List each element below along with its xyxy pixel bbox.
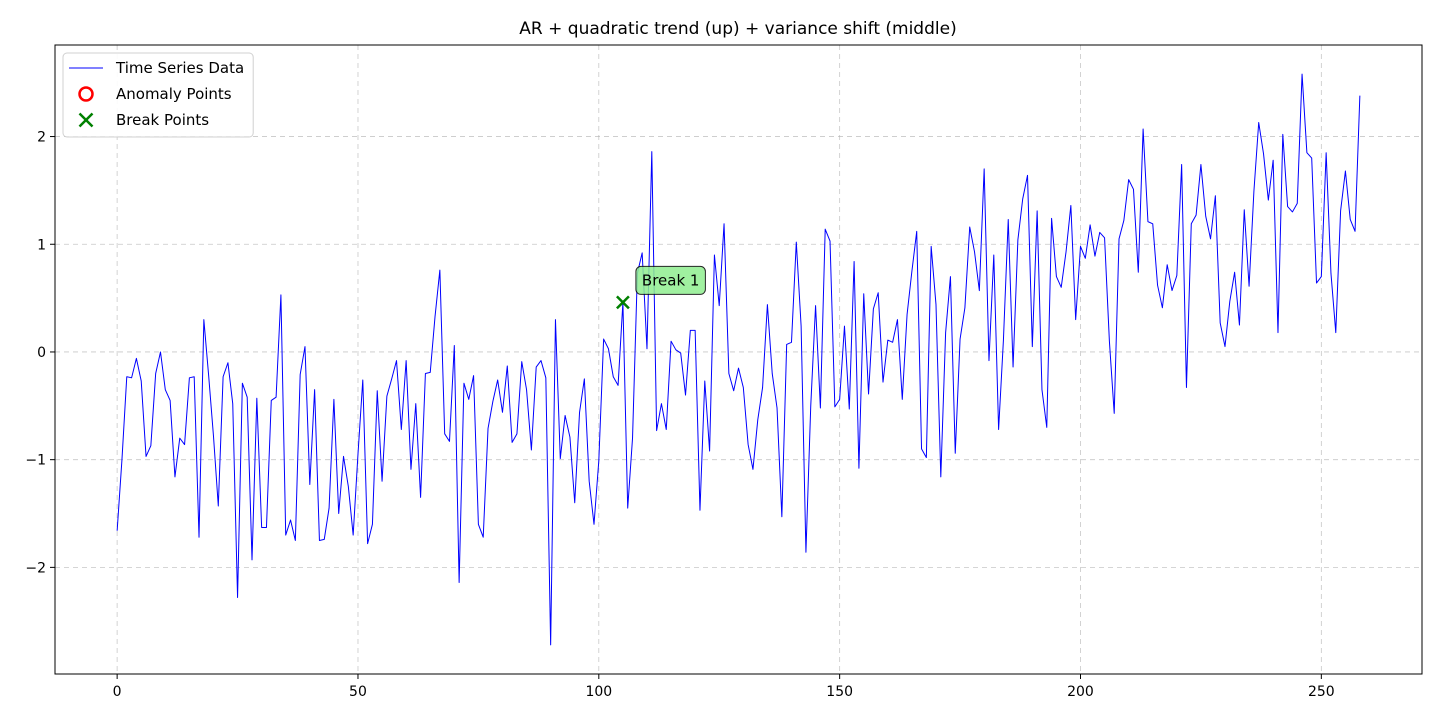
- break-point-marker-stroke: [616, 295, 630, 310]
- legend: Time Series Data Anomaly Points Break Poin…: [62, 52, 254, 138]
- x-tick-label: 250: [1308, 684, 1335, 700]
- series-layer: [116, 73, 1361, 646]
- break-annotation-label: Break 1: [642, 271, 700, 289]
- y-tick-label: 1: [37, 237, 46, 253]
- chart-title: AR + quadratic trend (up) + variance shi…: [519, 19, 956, 39]
- x-tick-label: 150: [826, 684, 853, 700]
- legend-label: Anomaly Points: [116, 85, 232, 103]
- y-tick-label: −1: [25, 453, 46, 469]
- y-tick-label: −2: [25, 560, 46, 576]
- annotation-layer: Break 1: [635, 265, 706, 295]
- y-tick-label: 0: [37, 345, 46, 361]
- legend-label: Time Series Data: [115, 59, 244, 77]
- series-line-time-series-data: [116, 73, 1361, 646]
- marker-layer: [616, 295, 630, 310]
- plot-frame: [54, 44, 1423, 675]
- legend-label: Break Points: [116, 111, 209, 129]
- legend-swatch-circle: [78, 86, 94, 102]
- y-tick-label: 2: [37, 130, 46, 146]
- break-annotation-box: [635, 265, 706, 295]
- legend-item: Anomaly Points: [78, 85, 232, 103]
- axes: 0 50 100 150 200 250 −2 −1 0 1 2: [25, 130, 1334, 700]
- break-point-marker: [616, 295, 630, 310]
- legend-box: [62, 52, 254, 138]
- x-tick-label: 50: [349, 684, 367, 700]
- grid: [55, 45, 1422, 674]
- break-annotation: Break 1: [635, 265, 706, 295]
- legend-swatch-x: [78, 112, 94, 128]
- legend-item: Break Points: [78, 111, 209, 129]
- legend-item: Time Series Data: [69, 59, 244, 77]
- x-tick-label: 100: [585, 684, 612, 700]
- x-tick-label: 0: [113, 684, 122, 700]
- x-tick-label: 200: [1067, 684, 1094, 700]
